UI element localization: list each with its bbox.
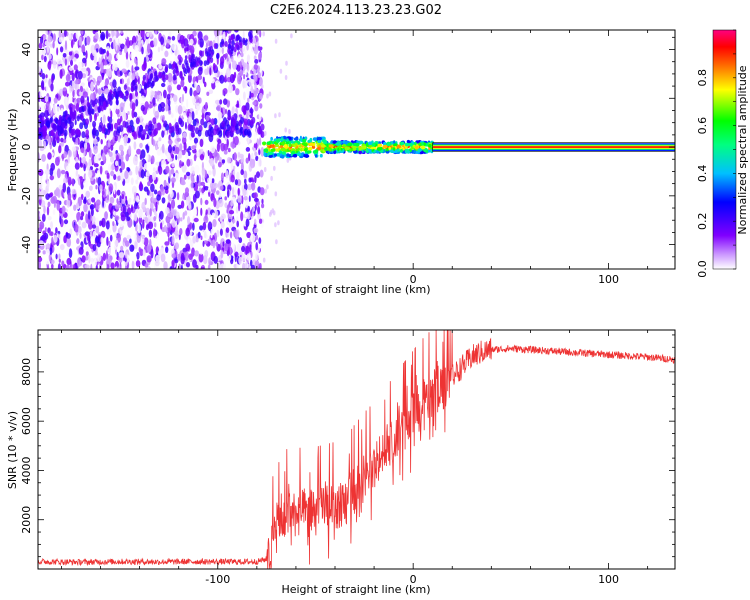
- snr-y-tick-label: 4000: [20, 456, 33, 484]
- snr-y-label: SNR (10 * v/v): [6, 411, 19, 489]
- snr-y-tick-label: 2000: [20, 506, 33, 534]
- figure-title: C2E6.2024.113.23.23.G02: [270, 3, 442, 18]
- snr-y-tick-label: 6000: [20, 407, 33, 435]
- colorbar-tick-label: 0.0: [696, 260, 709, 278]
- spectrogram-y-tick-label: -20: [20, 187, 33, 205]
- spectrogram-y-label: Frequency (Hz): [6, 109, 19, 192]
- spectrogram-frame: [37, 29, 676, 270]
- snr-axes: -100 0 100 2000 4000 6000 8000: [20, 330, 675, 586]
- snr-frame: [37, 329, 676, 570]
- snr-x-tick-label: -100: [205, 573, 230, 586]
- spectrogram-axes: -100 0 100 -40 -20 0 20 40: [20, 30, 675, 286]
- spectrogram-y-tick-label: 40: [20, 43, 33, 57]
- colorbar-tick-label: 0.8: [696, 69, 709, 87]
- colorbar-tick-label: 0.6: [696, 117, 709, 135]
- spectrogram-y-tick-label: 0: [20, 144, 33, 151]
- spectrogram-image: [38, 30, 675, 269]
- spectrogram-panel: -100 0 100 -40 -20 0 20 40 Height of straight l…: [6, 29, 676, 296]
- colorbar-label: Normalized spectral amplitude: [736, 65, 749, 234]
- spectrogram-x-label: Height of straight line (km): [281, 283, 430, 296]
- snr-y-tick-label: 8000: [20, 358, 33, 386]
- spectrogram-x-tick-label: 0: [410, 273, 417, 286]
- snr-series-line: [38, 330, 675, 569]
- spectrogram-y-tick-label: -40: [20, 236, 33, 254]
- colorbar-tick-label: 0.2: [696, 212, 709, 230]
- snr-panel: -100 0 100 2000 4000 6000 8000 Height of strai…: [6, 329, 676, 596]
- colorbar-tick-label: 0.4: [696, 165, 709, 183]
- spectrogram-y-tick-label: 20: [20, 91, 33, 105]
- snr-x-tick-label: 0: [410, 573, 417, 586]
- colorbar-ticks: 0.0 0.2 0.4 0.6 0.8: [696, 29, 736, 278]
- colorbar: 0.0 0.2 0.4 0.6 0.8 Normalized spectral ampl…: [696, 29, 749, 278]
- snr-x-tick-label: 100: [598, 573, 619, 586]
- spectrogram-x-tick-label: -100: [205, 273, 230, 286]
- colorbar-gradient: [712, 29, 737, 270]
- spectrogram-x-tick-label: 100: [598, 273, 619, 286]
- snr-x-label: Height of straight line (km): [281, 583, 430, 596]
